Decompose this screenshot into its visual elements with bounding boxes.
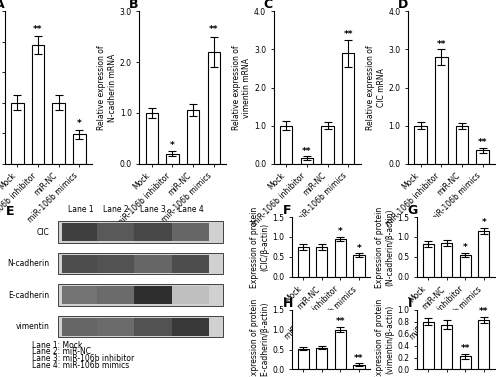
Bar [435,57,448,164]
Text: E-cadherin: E-cadherin [8,291,50,300]
Bar [62,254,99,273]
Bar [97,286,134,304]
Text: **: ** [344,30,353,39]
Text: *: * [338,227,343,236]
Text: I: I [408,297,412,310]
Text: Lane 4: miR-106b mimics: Lane 4: miR-106b mimics [32,361,129,370]
Bar [280,126,292,164]
Text: Lane 4: Lane 4 [178,205,204,214]
Bar [73,135,86,164]
Text: *: * [77,120,82,128]
Bar [62,223,99,241]
Bar [166,153,178,164]
Text: CIC: CIC [37,228,50,237]
Bar [172,317,209,336]
Text: **: ** [460,344,470,353]
Text: F: F [282,204,291,217]
Text: D: D [398,0,408,11]
Text: **: ** [479,307,488,316]
Bar [97,317,134,336]
Bar [322,126,334,164]
Y-axis label: Expression of protein
(CIC/β-actin): Expression of protein (CIC/β-actin) [250,206,270,288]
Bar [354,255,364,277]
Bar [422,322,434,369]
Text: A: A [0,0,4,11]
Y-axis label: Expression of protein
(N-cadherin/β-actin): Expression of protein (N-cadherin/β-acti… [375,206,394,288]
Text: E: E [6,205,14,218]
Bar [208,52,220,164]
Bar [32,45,44,164]
Text: **: ** [302,147,312,156]
Bar [58,253,224,274]
Text: H: H [282,297,293,310]
Bar [316,348,328,369]
Bar [298,349,309,369]
Bar [187,110,200,164]
Bar [422,244,434,277]
Bar [460,255,471,277]
Bar [52,103,65,164]
Bar [478,231,490,277]
Bar [58,284,224,306]
Y-axis label: Expression of protein
(vimentin/β-actin): Expression of protein (vimentin/β-actin) [375,299,394,377]
Bar [456,126,468,164]
Bar [62,286,99,304]
Bar [62,317,99,336]
Bar [342,53,354,164]
Bar [478,320,490,369]
Text: **: ** [436,40,446,49]
Bar [441,325,452,369]
Bar [58,316,224,337]
Text: Lane 3: miR-106b inhibitor: Lane 3: miR-106b inhibitor [32,354,134,363]
Y-axis label: Expression of protein
(E-cadherin/β-actin): Expression of protein (E-cadherin/β-acti… [250,299,270,377]
Text: **: ** [209,25,218,34]
Bar [11,103,24,164]
Bar [134,223,172,241]
Text: G: G [408,204,418,217]
Bar [354,365,364,369]
Bar [146,113,158,164]
Text: *: * [356,244,362,253]
Text: B: B [129,0,138,11]
Text: **: ** [34,26,43,34]
Bar [58,221,224,243]
Bar [134,317,172,336]
Y-axis label: Relative expression of
N-cadherin mRNA: Relative expression of N-cadherin mRNA [98,45,117,130]
Text: Lane 2: Lane 2 [103,205,128,214]
Y-axis label: Relative expression of
vimentin mRNA: Relative expression of vimentin mRNA [232,45,252,130]
Text: Lane 1: Mock: Lane 1: Mock [32,341,82,350]
Text: *: * [463,243,468,252]
Bar [441,243,452,277]
Bar [460,356,471,369]
Bar [172,254,209,273]
Bar [414,126,427,164]
Text: *: * [170,141,175,150]
Bar [298,247,309,277]
Text: Lane 2: miR-NC: Lane 2: miR-NC [32,348,91,356]
Bar [172,286,209,304]
Bar [335,329,346,369]
Text: **: ** [354,354,364,363]
Bar [172,223,209,241]
Bar [300,158,313,164]
Bar [134,286,172,304]
Bar [476,150,489,164]
Text: vimentin: vimentin [16,322,50,331]
Text: **: ** [478,138,488,147]
Text: N-cadherin: N-cadherin [8,259,50,268]
Text: *: * [482,218,486,227]
Text: Lane 1: Lane 1 [68,205,93,214]
Bar [335,239,346,277]
Bar [134,254,172,273]
Text: C: C [264,0,272,11]
Text: Lane 3: Lane 3 [140,205,166,214]
Bar [316,247,328,277]
Bar [97,254,134,273]
Bar [97,223,134,241]
Text: **: ** [336,317,345,326]
Y-axis label: Relative expression of
CIC mRNA: Relative expression of CIC mRNA [366,45,386,130]
